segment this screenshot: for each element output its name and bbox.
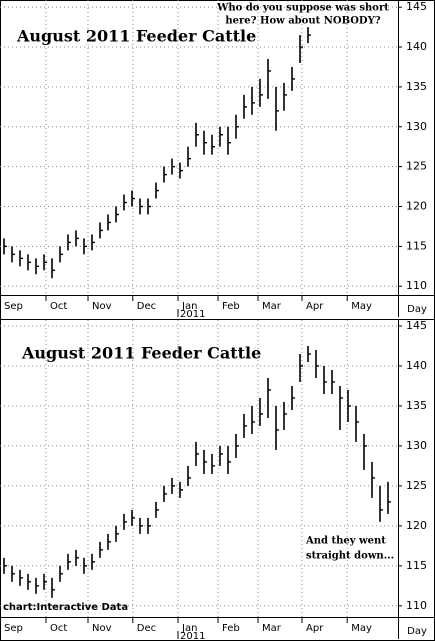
- y-tick-label: 130: [406, 439, 427, 452]
- x-tick-label: Oct: [50, 301, 67, 312]
- y-tick-label: 135: [406, 80, 427, 93]
- x-tick-label: Apr: [306, 623, 324, 634]
- y-tick-label: 115: [406, 239, 427, 252]
- chart-title: August 2011 Feeder Cattle: [21, 344, 261, 363]
- y-tick-label: 145: [406, 319, 427, 332]
- y-tick-label: 125: [406, 160, 427, 173]
- x-tick-label: Nov: [92, 301, 112, 312]
- x-tick-label: Mar: [262, 623, 282, 634]
- source-label: chart:Interactive Data: [3, 602, 128, 613]
- x-tick-label: Jan: [181, 623, 197, 634]
- x-tick-label: Oct: [50, 623, 67, 634]
- x-tick-label: Apr: [306, 301, 324, 312]
- x-axis-label: Day: [407, 626, 427, 637]
- x-tick-label: May: [351, 301, 372, 312]
- y-tick-label: 125: [406, 479, 427, 492]
- x-tick-label: Jan: [181, 301, 197, 312]
- y-tick-label: 130: [406, 120, 427, 133]
- y-tick-label: 140: [406, 359, 427, 372]
- annotation: And they went: [305, 536, 386, 547]
- y-tick-label: 110: [406, 599, 427, 612]
- x-tick-label: Dec: [137, 623, 156, 634]
- y-tick-label: 140: [406, 40, 427, 53]
- chart-title: August 2011 Feeder Cattle: [16, 27, 256, 46]
- x-tick-label: Feb: [222, 301, 240, 312]
- x-tick-label: Sep: [4, 623, 23, 634]
- x-year-label: 2011: [180, 631, 205, 641]
- y-tick-label: 120: [406, 200, 427, 213]
- y-tick-label: 145: [406, 0, 427, 13]
- x-tick-label: Feb: [222, 623, 240, 634]
- x-tick-label: Dec: [137, 301, 156, 312]
- x-tick-label: Nov: [92, 623, 112, 634]
- annotation: Who do you suppose was short: [216, 3, 389, 14]
- x-tick-label: May: [351, 623, 372, 634]
- x-axis-label: Day: [407, 304, 427, 315]
- y-tick-label: 120: [406, 519, 427, 532]
- x-tick-label: Mar: [262, 301, 282, 312]
- annotation: here? How about NOBODY?: [225, 16, 380, 27]
- annotation: straight down...: [306, 551, 394, 562]
- y-tick-label: 115: [406, 559, 427, 572]
- y-tick-label: 110: [406, 279, 427, 292]
- y-tick-label: 135: [406, 399, 427, 412]
- x-tick-label: Sep: [4, 301, 23, 312]
- x-year-label: 2011: [180, 309, 205, 320]
